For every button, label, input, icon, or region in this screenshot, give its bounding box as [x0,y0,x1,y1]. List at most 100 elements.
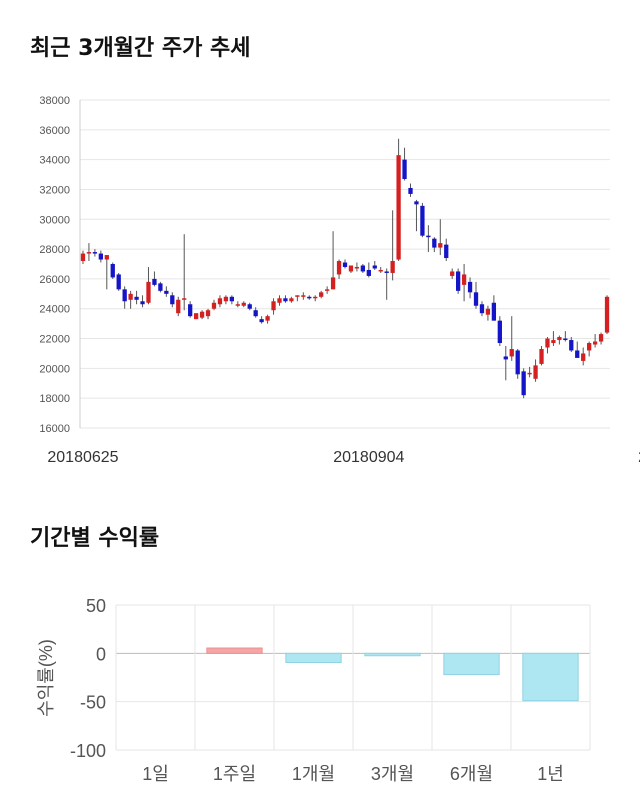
candle-body [420,205,425,236]
x-tick-label: 1일 [142,764,169,784]
bar [206,647,263,654]
candle-body [378,269,383,272]
y-tick-label: 36000 [39,125,70,137]
candle-body [450,271,455,276]
y-tick-label: 20000 [39,363,70,375]
candle-body [402,159,407,180]
candle-body [271,301,276,311]
candle-body [372,265,377,269]
candle-grid [79,99,610,429]
candle-body [563,338,568,341]
candle-body [342,262,348,267]
bar [364,652,421,657]
candle-body [140,301,145,305]
candlestick-chart: 16000 18000 20000 22000 24000 26000 28000 30000… [39,95,640,466]
candle-body [223,296,229,302]
candle-body [80,253,86,262]
candles [80,138,610,399]
candle-body [110,264,115,278]
candle-y-axis: 16000 18000 20000 22000 24000 26000 28000 30000… [39,95,70,435]
candle-body [539,348,544,364]
candle-body [122,289,127,302]
candle-body [545,338,550,348]
candle-body [116,274,121,290]
candle-body [527,372,532,375]
candle-body [158,283,163,291]
candle-body [134,296,139,300]
candle-body [86,252,92,254]
candle-body [360,265,366,272]
x-tick-label: 1주일 [213,764,256,784]
x-tick-label: 20180625 [47,449,118,466]
price-trend-title: 최근 3개월간 주가 추세 [30,36,251,61]
candle-body [92,252,98,254]
candle-body [581,353,586,361]
candle-body [289,298,294,302]
candle-body [497,320,502,344]
candle-body [188,304,193,317]
candle-body [432,238,437,248]
candle-body [509,348,514,357]
candle-body [182,298,187,300]
candle-body [444,244,449,259]
y-tick-label: -50 [80,693,106,713]
candle-body [467,281,473,293]
bar [443,652,500,676]
candle-body [98,253,103,260]
candle-body [551,340,556,344]
candle-body [336,261,342,275]
candle-body [307,296,312,299]
candle-body [193,313,199,320]
y-tick-label: 34000 [39,155,70,167]
candle-body [604,296,610,333]
candle-body [408,187,413,194]
candle-body [575,350,580,358]
y-tick-label: 50 [86,596,106,616]
candle-body [366,269,371,276]
y-tick-label: 38000 [39,95,70,107]
candle-body [557,337,562,341]
x-tick-label: 20181119 [638,449,640,466]
candle-body [414,201,419,205]
candle-body [592,341,598,345]
y-tick-label: 18000 [39,393,70,405]
bar-y-axis: 50 0 -50 -100 [70,596,106,761]
y-tick-label: -100 [70,741,106,761]
candle-body [324,289,330,291]
candle-body [301,295,306,297]
candle-body [259,319,264,323]
returns-title: 기간별 수익률 [30,526,160,551]
candle-body [515,350,520,375]
candle-body [426,235,431,238]
candle-body [503,356,508,360]
candle-body [521,371,526,396]
y-tick-label: 24000 [39,304,70,316]
y-tick-label: 22000 [39,334,70,346]
y-tick-label: 16000 [39,423,70,435]
candle-body [354,266,360,269]
bar-grid [115,604,591,751]
candle-body [205,310,211,317]
candle-body [199,311,205,318]
candle-body [164,290,169,294]
candle-body [456,271,461,291]
candle-body [283,298,288,302]
candle-body [461,274,467,285]
x-tick-label: 20180904 [333,449,404,466]
candle-body [533,365,538,379]
candle-body [128,293,133,300]
candle-body [491,302,497,321]
candle-body [253,310,258,317]
candle-body [229,296,234,302]
candle-body [587,343,592,351]
bars [206,647,579,702]
bar-y-axis-label: 수익률(%) [36,639,56,717]
candle-body [152,278,157,285]
x-tick-label: 6개월 [450,764,493,784]
candle-body [170,295,175,305]
candle-body [104,255,109,260]
bar-x-axis: 1일 1주일 1개월 3개월 6개월 1년 [142,764,564,784]
x-tick-label: 1개월 [292,764,335,784]
candle-body [598,334,604,342]
candle-body [295,295,300,297]
